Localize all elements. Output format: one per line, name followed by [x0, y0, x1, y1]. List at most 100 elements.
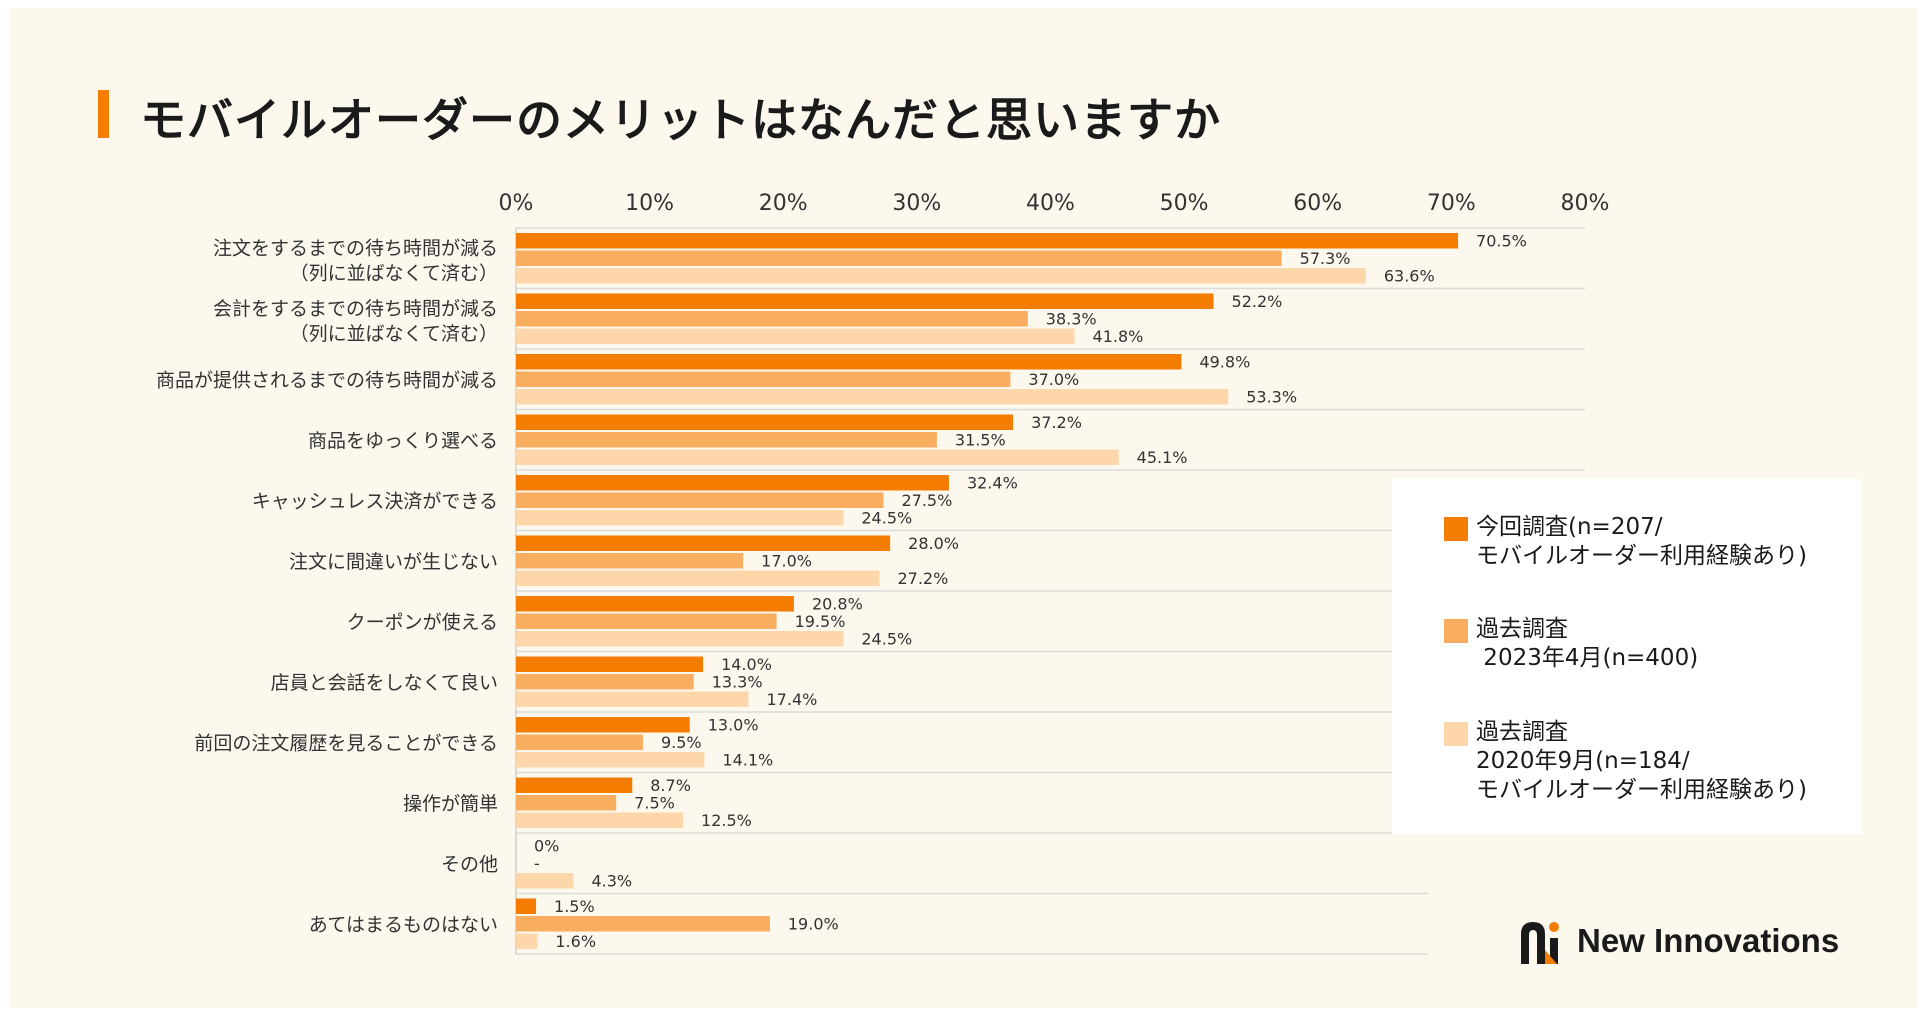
data-label: 17.0%	[761, 552, 812, 571]
legend-label-2023: 過去調査 2023年4月(n=400)	[1476, 616, 1699, 671]
data-label: 37.2%	[1031, 413, 1082, 432]
data-label: 0%	[534, 837, 559, 856]
data-label: 49.8%	[1199, 353, 1250, 372]
data-label: 32.4%	[967, 474, 1018, 493]
x-tick-label: 70%	[1427, 191, 1476, 216]
bar-series-1	[516, 777, 633, 793]
bar-series-1	[516, 475, 949, 491]
data-label: 13.3%	[712, 673, 763, 692]
bar-series-2	[516, 250, 1282, 266]
data-label: 12.5%	[701, 811, 752, 830]
data-label: 13.0%	[708, 716, 759, 735]
category-label: 店員と会話をしなくて良い	[271, 672, 498, 694]
data-label: 57.3%	[1300, 249, 1351, 268]
category-label: 前回の注文履歴を見ることができる	[194, 732, 498, 754]
data-label: 53.3%	[1246, 388, 1297, 407]
bar-series-2	[516, 795, 617, 811]
category-label: キャッシュレス決済ができる	[252, 490, 498, 512]
bar-series-3	[516, 449, 1119, 465]
x-tick-label: 60%	[1293, 191, 1342, 216]
bar-series-3	[516, 268, 1366, 284]
data-label: 70.5%	[1476, 232, 1527, 251]
data-label: 37.0%	[1028, 370, 1079, 389]
bar-series-3	[516, 691, 749, 707]
bar-series-3	[516, 631, 844, 647]
category-label: 操作が簡単	[403, 793, 498, 815]
data-label: 4.3%	[591, 872, 632, 891]
bar-series-3	[516, 328, 1075, 344]
data-label: -	[534, 854, 540, 873]
data-label: 38.3%	[1046, 310, 1097, 329]
x-tick-label: 80%	[1561, 191, 1610, 216]
bar-series-2	[516, 492, 884, 508]
bar-series-1	[516, 656, 704, 672]
category-label: 注文をするまでの待ち時間が減る	[213, 237, 498, 259]
data-label: 1.5%	[554, 897, 595, 916]
bar-series-1	[516, 535, 891, 551]
x-tick-label: 50%	[1160, 191, 1209, 216]
company-logo: New Innovations	[1517, 918, 1877, 968]
bar-series-3	[516, 510, 844, 526]
bar-series-2	[516, 371, 1011, 387]
legend-swatch-2020	[1444, 722, 1468, 746]
data-label: 41.8%	[1093, 327, 1144, 346]
category-label: 会計をするまでの待ち時間が減る	[213, 298, 498, 320]
category-label: （列に並ばなくて済む）	[290, 323, 498, 345]
data-label: 20.8%	[812, 595, 863, 614]
bar-series-3	[516, 933, 538, 949]
category-label: クーポンが使える	[347, 611, 498, 633]
x-tick-label: 30%	[892, 191, 941, 216]
bar-series-2	[516, 432, 937, 448]
bar-series-2	[516, 916, 770, 932]
x-tick-label: 10%	[625, 191, 674, 216]
data-label: 19.0%	[788, 915, 839, 934]
x-tick-label: 40%	[1026, 191, 1075, 216]
logo-mark-icon	[1521, 922, 1559, 964]
data-label: 8.7%	[650, 776, 691, 795]
bar-series-2	[516, 311, 1028, 327]
x-tick-label: 0%	[499, 191, 534, 216]
legend-label-2020: 過去調査 2020年9月(n=184/ モバイルオーダー利用経験あり)	[1476, 719, 1807, 803]
bar-series-3	[516, 752, 705, 768]
data-label: 14.1%	[722, 751, 773, 770]
page-title: モバイルオーダーのメリットはなんだと思いますか	[140, 93, 1221, 147]
data-label: 52.2%	[1232, 292, 1283, 311]
bar-series-2	[516, 613, 777, 629]
data-label: 17.4%	[767, 690, 818, 709]
category-label: 商品をゆっくり選べる	[308, 430, 498, 452]
bar-series-1	[516, 596, 794, 612]
data-label: 45.1%	[1137, 448, 1188, 467]
bar-series-3	[516, 873, 574, 889]
bar-series-1	[516, 233, 1459, 249]
bar-series-3	[516, 570, 880, 586]
bar-series-3	[516, 812, 684, 828]
data-label: 14.0%	[721, 655, 772, 674]
bar-series-1	[516, 354, 1182, 370]
data-label: 1.6%	[555, 932, 596, 951]
category-label: あてはまるものはない	[309, 914, 498, 936]
legend-swatch-current	[1444, 517, 1468, 541]
legend-swatch-2023	[1444, 619, 1468, 643]
bar-series-1	[516, 717, 690, 733]
data-label: 63.6%	[1384, 267, 1435, 286]
x-tick-label: 20%	[759, 191, 808, 216]
data-label: 31.5%	[955, 431, 1006, 450]
data-label: 7.5%	[634, 794, 675, 813]
bar-series-3	[516, 389, 1229, 405]
data-label: 27.5%	[901, 491, 952, 510]
category-label: 注文に間違いが生じない	[289, 551, 498, 573]
legend: 今回調査(n=207/ モバイルオーダー利用経験あり) 過去調査 2023年4月…	[1392, 479, 1862, 834]
bar-series-2	[516, 734, 643, 750]
bar-series-1	[516, 414, 1014, 430]
bar-series-1	[516, 898, 537, 914]
title-accent-bar	[98, 90, 109, 138]
category-label: その他	[441, 853, 498, 875]
data-label: 9.5%	[661, 733, 702, 752]
category-label: 商品が提供されるまでの待ち時間が減る	[156, 369, 498, 391]
data-label: 24.5%	[861, 509, 912, 528]
data-label: 24.5%	[861, 630, 912, 649]
legend-label-current: 今回調査(n=207/ モバイルオーダー利用経験あり)	[1476, 514, 1807, 569]
category-label: （列に並ばなくて済む）	[290, 262, 498, 284]
bar-series-2	[516, 553, 744, 569]
